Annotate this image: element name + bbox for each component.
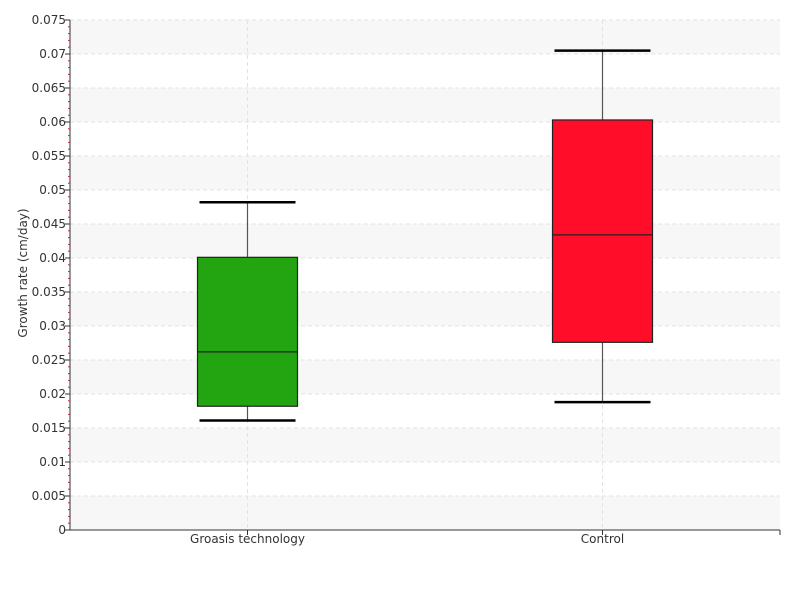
box-body [551,119,654,343]
background-band [70,224,780,258]
boxes-layer [196,49,654,422]
background-band [70,428,780,462]
y-tick-label: 0.05 [39,183,66,197]
y-tick-label: 0.07 [39,47,66,61]
y-axis-label: Growth rate (cm/day) [16,208,30,337]
y-tick-label: 0.04 [39,251,66,265]
y-tick-label: 0.025 [32,353,66,367]
y-tick-label: 0.005 [32,489,66,503]
y-tick-label: 0.055 [32,149,66,163]
y-tick-label: 0.01 [39,455,66,469]
plot-background-bands [70,20,780,530]
box-body [196,256,299,407]
background-band [70,292,780,326]
y-tick-label: 0.045 [32,217,66,231]
y-tick-label: 0.035 [32,285,66,299]
background-band [70,20,780,54]
box-control [551,49,654,404]
y-tick-label: 0.075 [32,13,66,27]
axes-layer [69,20,781,535]
background-band [70,156,780,190]
box-groasis-technology [196,200,299,422]
y-tick-label: 0.065 [32,81,66,95]
y-tick-label: 0.03 [39,319,66,333]
horizontal-gridlines [70,19,780,497]
y-tick-label: 0.06 [39,115,66,129]
y-tick-label: 0.02 [39,387,66,401]
y-tick-label: 0.015 [32,421,66,435]
background-band [70,88,780,122]
x-tick-label: Groasis technology [190,532,305,546]
background-band [70,496,780,530]
y-tick-label: 0 [58,523,66,537]
y-axis-ticks: 0 0.005 0.01 0.015 0.02 0.025 0.03 0.035 0.04 0.0… [32,13,70,537]
x-axis-ticks: Groasis technology Control [190,530,624,546]
background-band [70,360,780,394]
x-tick-label: Control [581,532,624,546]
